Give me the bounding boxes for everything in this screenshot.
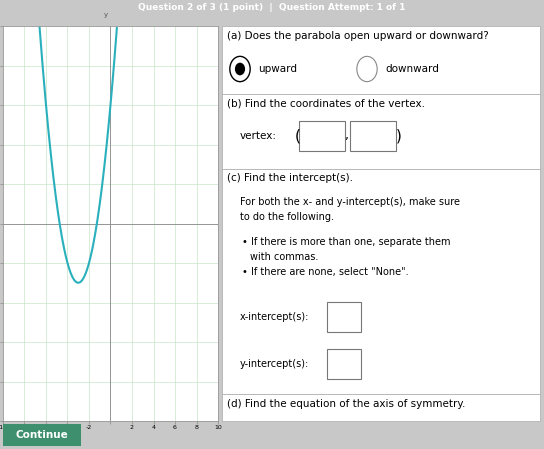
FancyBboxPatch shape (222, 26, 540, 94)
Text: y-intercept(s):: y-intercept(s): (240, 359, 309, 369)
Text: (b) Find the coordinates of the vertex.: (b) Find the coordinates of the vertex. (227, 98, 425, 108)
Circle shape (235, 63, 245, 75)
FancyBboxPatch shape (222, 94, 540, 169)
FancyBboxPatch shape (222, 169, 540, 394)
Text: y: y (104, 12, 108, 18)
FancyBboxPatch shape (327, 349, 361, 379)
Text: • If there is more than one, separate them: • If there is more than one, separate th… (242, 237, 450, 247)
Text: vertex:: vertex: (240, 131, 277, 141)
Text: • If there are none, select "None".: • If there are none, select "None". (242, 267, 409, 277)
Text: x: x (224, 220, 227, 225)
FancyBboxPatch shape (299, 121, 345, 151)
Text: ): ) (396, 128, 402, 144)
Text: (: ( (295, 128, 301, 144)
Text: (d) Find the equation of the axis of symmetry.: (d) Find the equation of the axis of sym… (227, 399, 465, 409)
Text: with commas.: with commas. (250, 252, 318, 262)
Text: downward: downward (385, 64, 439, 74)
Text: upward: upward (258, 64, 297, 74)
Text: For both the x- and y-intercept(s), make sure: For both the x- and y-intercept(s), make… (240, 197, 460, 207)
Text: Continue: Continue (16, 430, 69, 440)
Text: Question 2 of 3 (1 point)  |  Question Attempt: 1 of 1: Question 2 of 3 (1 point) | Question Att… (138, 3, 406, 12)
Text: (a) Does the parabola open upward or downward?: (a) Does the parabola open upward or dow… (227, 31, 489, 41)
FancyBboxPatch shape (327, 302, 361, 332)
Circle shape (230, 57, 250, 82)
Text: ,: , (345, 129, 349, 142)
Text: to do the following.: to do the following. (240, 212, 334, 222)
Circle shape (357, 57, 377, 82)
FancyBboxPatch shape (0, 422, 89, 448)
FancyBboxPatch shape (222, 394, 540, 421)
Text: x-intercept(s):: x-intercept(s): (240, 312, 310, 322)
FancyBboxPatch shape (350, 121, 396, 151)
Text: (c) Find the intercept(s).: (c) Find the intercept(s). (227, 173, 353, 183)
